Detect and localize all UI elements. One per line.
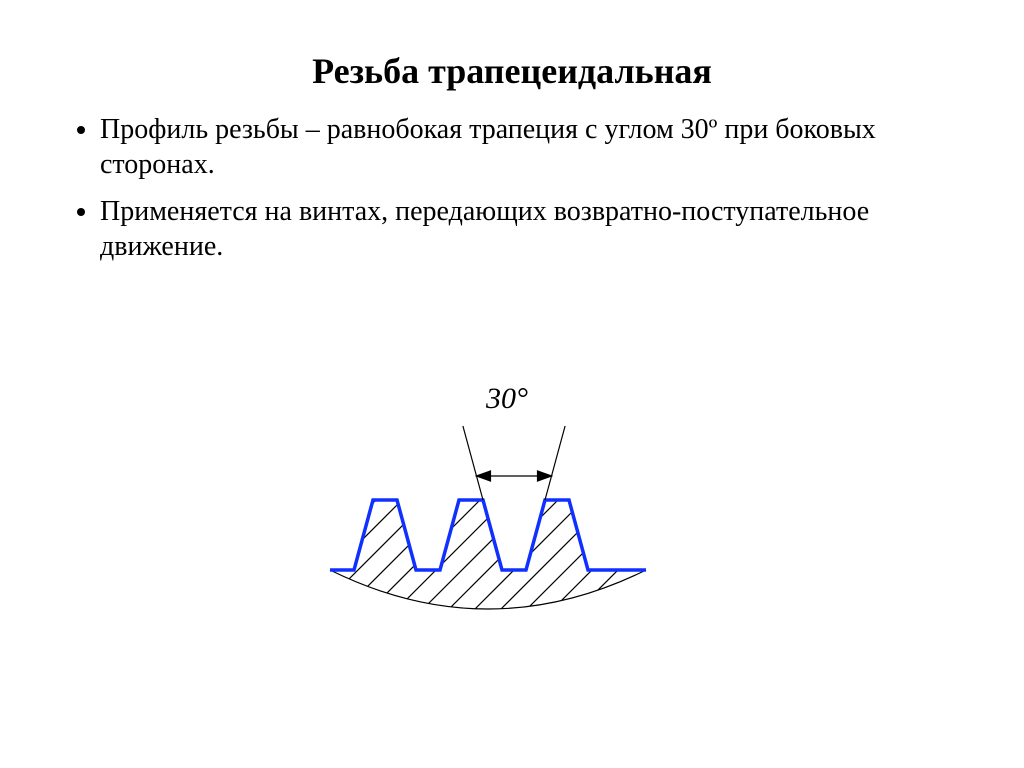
bullet-list: Профиль резьбы – равнобокая трапеция с у… bbox=[70, 112, 964, 264]
thread-profile-diagram: 30° bbox=[300, 370, 740, 670]
slide-title: Резьба трапецеидальная bbox=[60, 50, 964, 92]
bullet-item: Применяется на винтах, передающих возвра… bbox=[100, 194, 964, 264]
bullet-item: Профиль резьбы – равнобокая трапеция с у… bbox=[100, 112, 964, 182]
slide: Резьба трапецеидальная Профиль резьбы – … bbox=[0, 0, 1024, 768]
angle-dimension-label: 30° bbox=[486, 382, 528, 416]
